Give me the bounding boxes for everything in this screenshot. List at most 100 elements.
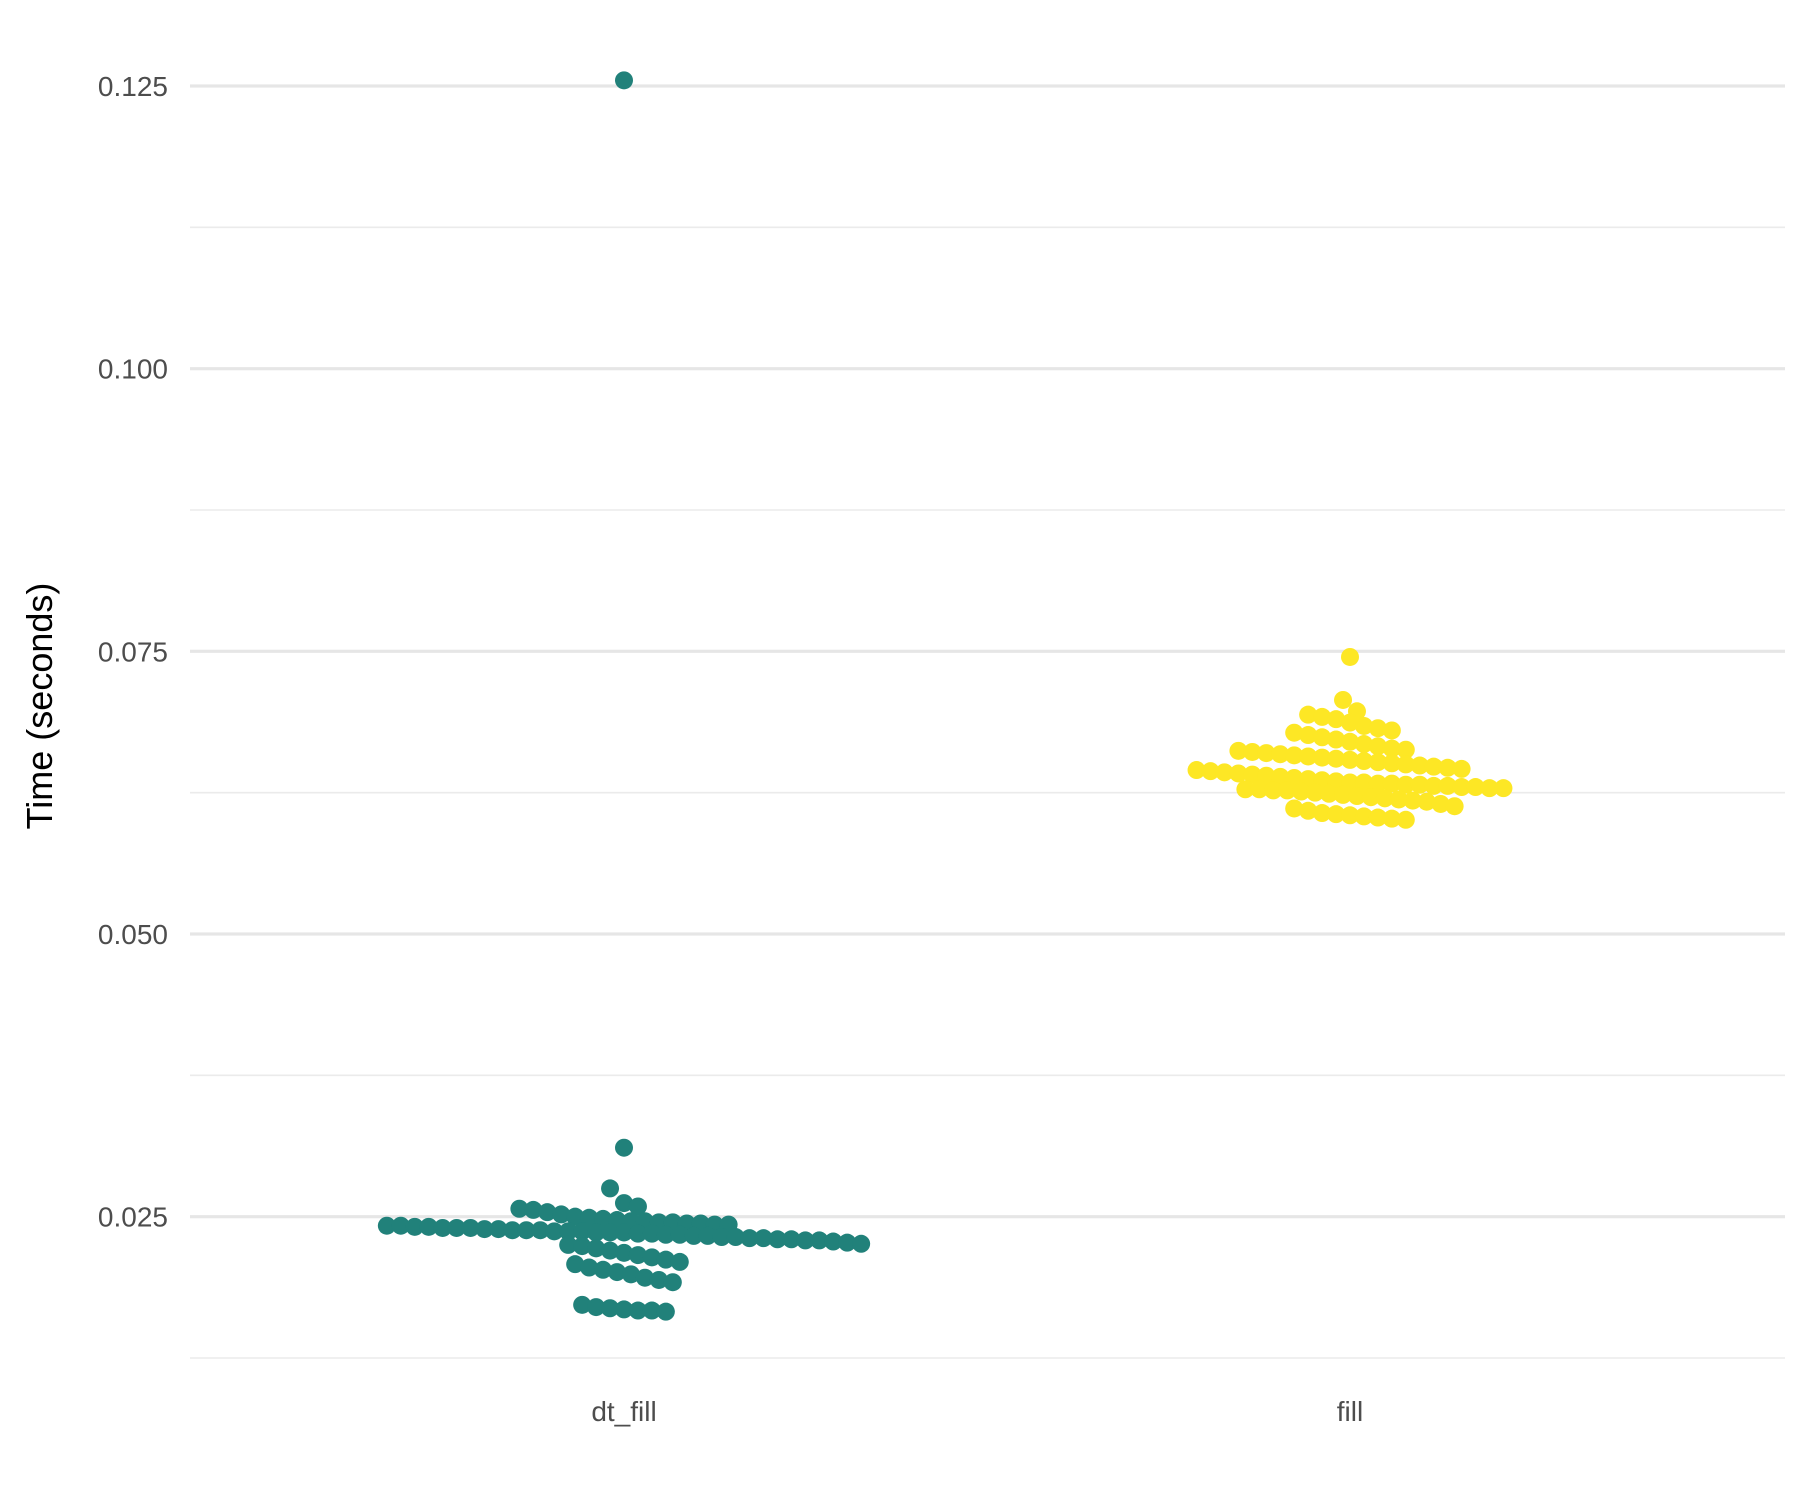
data-point-fill — [1201, 762, 1220, 781]
data-point-fill — [1327, 730, 1346, 749]
data-point-dt_fill — [489, 1220, 508, 1239]
x-tick-label: dt_fill — [591, 1396, 656, 1427]
data-point-dt_fill — [531, 1221, 550, 1240]
data-point-fill — [1313, 748, 1332, 767]
data-point-fill — [1271, 745, 1290, 764]
data-point-fill — [1292, 782, 1311, 801]
data-point-dt_fill — [615, 1223, 633, 1242]
data-point-fill — [1354, 807, 1373, 826]
y-tick-label: 0.125 — [98, 71, 168, 102]
data-point-fill — [1327, 749, 1346, 768]
data-point-fill — [1382, 809, 1401, 828]
data-point-fill — [1285, 799, 1304, 818]
data-point-dt_fill — [782, 1230, 801, 1249]
data-point-dt_fill — [684, 1226, 703, 1245]
data-point-dt_fill — [615, 1300, 633, 1319]
data-point-fill — [1334, 785, 1353, 804]
y-tick-label: 0.100 — [98, 354, 168, 385]
data-point-fill — [1396, 810, 1415, 829]
data-point-fill — [1452, 759, 1471, 778]
data-point-fill — [1466, 778, 1485, 797]
data-point-dt_fill — [594, 1260, 613, 1279]
data-point-fill — [1306, 783, 1325, 802]
data-point-fill — [1327, 710, 1346, 729]
data-point-fill — [1368, 774, 1387, 793]
data-point-fill — [1341, 713, 1359, 732]
data-point-fill — [1299, 747, 1318, 766]
data-point-dt_fill — [573, 1222, 592, 1241]
data-point-dt_fill — [810, 1231, 829, 1250]
data-point-fill — [1438, 776, 1457, 795]
data-point-dt_fill — [573, 1295, 592, 1314]
data-point-dt_fill — [601, 1223, 620, 1242]
data-point-dt_fill — [621, 1265, 640, 1284]
data-point-dt_fill — [740, 1229, 759, 1248]
data-point-fill — [1438, 758, 1457, 777]
data-point-fill — [1382, 774, 1401, 793]
minor-gridlines — [190, 226, 1785, 1359]
data-point-fill — [1341, 806, 1359, 825]
data-point-fill — [1334, 690, 1353, 709]
data-point-dt_fill — [656, 1302, 675, 1321]
data-point-fill — [1354, 773, 1373, 792]
data-point-fill — [1229, 764, 1248, 783]
data-point-fill — [1368, 737, 1387, 756]
data-point-dt_fill — [796, 1231, 815, 1250]
data-point-fill — [1278, 781, 1297, 800]
data-point-dt_fill — [447, 1218, 466, 1237]
data-point-dt_fill — [405, 1217, 424, 1236]
data-point-fill — [1382, 721, 1401, 740]
data-point-fill — [1382, 739, 1401, 758]
data-point-fill — [1410, 756, 1429, 775]
data-point-fill — [1299, 801, 1318, 820]
y-tick-label: 0.050 — [98, 919, 168, 950]
data-point-fill — [1396, 775, 1415, 794]
data-point-dt_fill — [628, 1197, 647, 1216]
data-point-fill — [1236, 780, 1255, 799]
data-point-dt_fill — [712, 1228, 731, 1247]
data-point-dt_fill — [552, 1205, 571, 1224]
data-point-fill — [1417, 792, 1436, 811]
data-point-dt_fill — [608, 1263, 627, 1282]
data-point-dt_fill — [580, 1258, 599, 1277]
data-point-dt_fill — [587, 1239, 606, 1258]
data-point-fill — [1320, 784, 1339, 803]
data-point-fill — [1229, 741, 1248, 760]
data-point-fill — [1354, 716, 1373, 735]
data-point-dt_fill — [391, 1216, 410, 1235]
data-point-dt_fill — [601, 1299, 620, 1318]
data-point-dt_fill — [573, 1237, 592, 1256]
data-point-fill — [1396, 755, 1415, 774]
data-point-dt_fill — [601, 1179, 620, 1198]
data-point-dt_fill — [852, 1234, 871, 1253]
data-point-fill — [1480, 779, 1499, 798]
data-point-dt_fill — [559, 1222, 578, 1241]
data-point-dt_fill — [642, 1248, 661, 1267]
x-axis-tick-labels: dt_fill fill — [591, 1396, 1363, 1427]
data-point-fill — [1341, 732, 1359, 751]
data-point-dt_fill — [461, 1218, 480, 1237]
data-point-fill — [1257, 744, 1276, 763]
data-point-fill — [1424, 757, 1443, 776]
data-point-fill — [1313, 728, 1332, 747]
data-point-dt_fill — [503, 1221, 522, 1240]
data-point-dt_fill — [642, 1301, 661, 1320]
data-point-dt_fill — [615, 1194, 633, 1213]
data-point-fill — [1396, 740, 1415, 759]
data-point-dt_fill — [566, 1255, 585, 1274]
data-point-dt_fill — [475, 1220, 494, 1239]
data-point-fill — [1424, 776, 1443, 795]
data-point-dt_fill — [615, 1138, 633, 1157]
data-point-fill — [1494, 779, 1513, 798]
y-tick-label: 0.075 — [98, 636, 168, 667]
data-point-fill — [1250, 780, 1269, 799]
data-point-fill — [1341, 750, 1359, 769]
data-point-dt_fill — [656, 1250, 675, 1269]
data-point-fill — [1264, 781, 1283, 800]
data-point-fill — [1285, 723, 1304, 742]
data-point-dt_fill — [587, 1298, 606, 1317]
data-point-dt_fill — [517, 1221, 536, 1240]
data-point-dt_fill — [670, 1225, 689, 1244]
data-point-dt_fill — [726, 1228, 745, 1247]
data-point-fill — [1368, 753, 1387, 772]
